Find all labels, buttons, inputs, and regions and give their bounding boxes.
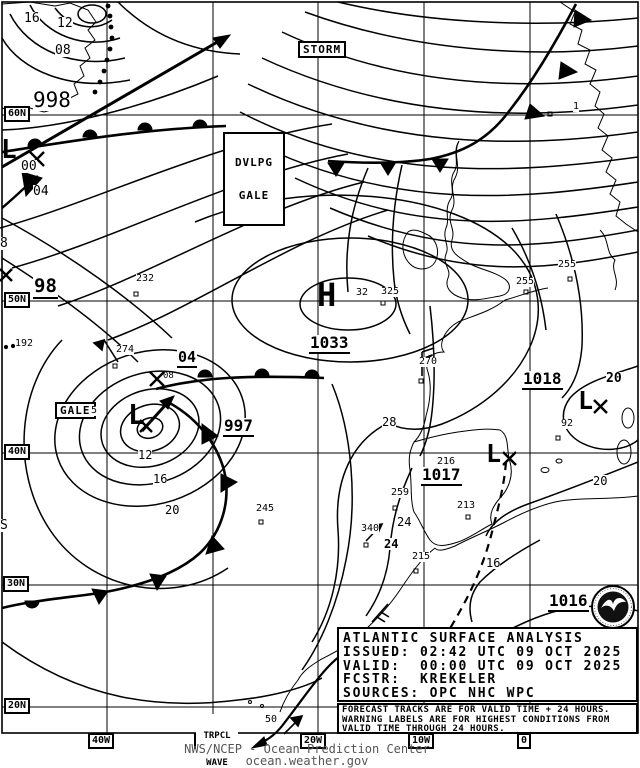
valid-line: VALID: 00:00 UTC 09 OCT 2025 <box>343 658 623 674</box>
station-value: 245 <box>256 503 275 514</box>
station-value: 232 <box>136 273 155 284</box>
forecast-tracks <box>0 34 608 466</box>
contour-label: 28 <box>382 415 397 429</box>
station-value: 255 <box>516 276 535 287</box>
old-low-pressure: 98 <box>33 275 58 299</box>
ice-edge-dots <box>92 3 115 95</box>
storm-warning-label: STORM <box>298 41 347 58</box>
note-line: FORECAST TRACKS ARE FOR VALID TIME + 24 … <box>342 705 610 715</box>
lat-label-20n: 20N <box>4 698 31 714</box>
station-value: 216 <box>437 456 456 467</box>
greenland-low-pressure: 998 <box>33 88 71 112</box>
gale-low-pressure: 997 <box>223 416 254 437</box>
analysis-info-box: ATLANTIC SURFACE ANALYSIS ISSUED: 02:42 … <box>337 627 638 702</box>
coastlines <box>1 1 639 713</box>
station-value: 08 <box>163 371 174 381</box>
station-value: 1 <box>573 101 580 112</box>
station-value: 255 <box>558 259 577 270</box>
contour-label: 16 <box>486 556 501 570</box>
sources-line: SOURCES: OPC NHC WPC <box>343 686 536 702</box>
lon-label-20w: 20W <box>300 733 327 749</box>
high-station-b: 325 <box>381 286 400 297</box>
contour-label: 12 <box>57 16 73 31</box>
noaa-logo <box>591 585 635 629</box>
dvlpg-line: DVLPG <box>234 156 274 169</box>
gale-warning-label: GALE <box>55 402 96 419</box>
contour-label: 16 <box>24 11 40 26</box>
tropical-wave-label: TRPCL WAVE <box>196 714 238 768</box>
lon-label-0: 0 <box>517 733 532 749</box>
contour-label: 04 <box>33 184 49 199</box>
contour-label: 00 <box>21 159 37 174</box>
x-position-marks <box>0 151 608 466</box>
station-value: 50 <box>265 714 278 725</box>
contour-label: 20 <box>593 474 608 488</box>
note-line: WARNING LABELS ARE FOR HIGHEST CONDITION… <box>342 714 610 725</box>
issued-line: ISSUED: 02:42 UTC 09 OCT 2025 <box>343 644 623 660</box>
agency-website: ocean.weather.gov <box>245 754 369 768</box>
lat-label-60n: 60N <box>4 106 31 122</box>
iberia-low-symbol: L <box>486 439 502 468</box>
station-value: 340 <box>361 523 380 534</box>
agency-credit: NWS/NCEP - Ocean Prediction Center <box>184 742 430 756</box>
station-value: 92 <box>561 418 574 429</box>
station-value: 259 <box>391 487 410 498</box>
contour-label: 24 <box>397 515 412 529</box>
left-edge-low-symbol: L <box>1 135 17 165</box>
contour-label: 08 <box>55 43 71 58</box>
contour-label: 24 <box>384 537 399 551</box>
lon-label-40w: 40W <box>88 733 115 749</box>
developing-gale-warning-label: DVLPG GALE <box>223 132 285 226</box>
southeast-pressure: 1016 <box>548 591 589 612</box>
east-low-pressure: 1018 <box>522 369 563 390</box>
gale-low-forecast-pressure: 04 <box>177 348 198 368</box>
lat-label-40n: 40N <box>4 444 31 460</box>
gale-line: GALE <box>238 189 270 202</box>
analysis-title: ATLANTIC SURFACE ANALYSIS <box>343 631 584 646</box>
contour-label: S <box>0 518 8 533</box>
lat-label-30n: 30N <box>3 576 30 592</box>
station-value: 5 <box>91 405 98 416</box>
high-station-a: 32 <box>356 287 369 298</box>
station-value: 274 <box>116 344 135 355</box>
station-value: 215 <box>412 551 431 562</box>
contour-label: 20 <box>165 503 180 517</box>
note-line: VALID TIME THROUGH 24 HOURS. <box>342 724 505 735</box>
trough-line <box>447 461 508 633</box>
wave-line: WAVE <box>206 758 228 768</box>
station-markers <box>3 111 573 574</box>
trpcl-line: TRPCL <box>203 731 231 741</box>
forecaster-line: FCSTR: KREKELER <box>343 672 498 688</box>
east-low-symbol: L <box>578 386 594 415</box>
warning-note-box: FORECAST TRACKS ARE FOR VALID TIME + 24 … <box>337 703 638 734</box>
station-value: 213 <box>457 500 476 511</box>
lat-label-50n: 50N <box>4 292 31 308</box>
high-center-symbol: H <box>317 276 337 314</box>
station-value: 270 <box>419 356 438 367</box>
lon-label-10w: 10W <box>408 733 435 749</box>
high-center-pressure: 1033 <box>309 333 350 354</box>
wind-barbs <box>92 338 435 735</box>
iberia-low-pressure: 1017 <box>421 465 462 486</box>
contour-label: 16 <box>153 472 168 486</box>
gale-low-symbol: L <box>128 398 145 431</box>
east-contour-label: 20 <box>606 371 622 386</box>
fronts <box>1 3 593 749</box>
contour-label: 12 <box>138 448 153 462</box>
contour-label: 8 <box>0 236 8 251</box>
station-value: 192 <box>15 338 34 349</box>
